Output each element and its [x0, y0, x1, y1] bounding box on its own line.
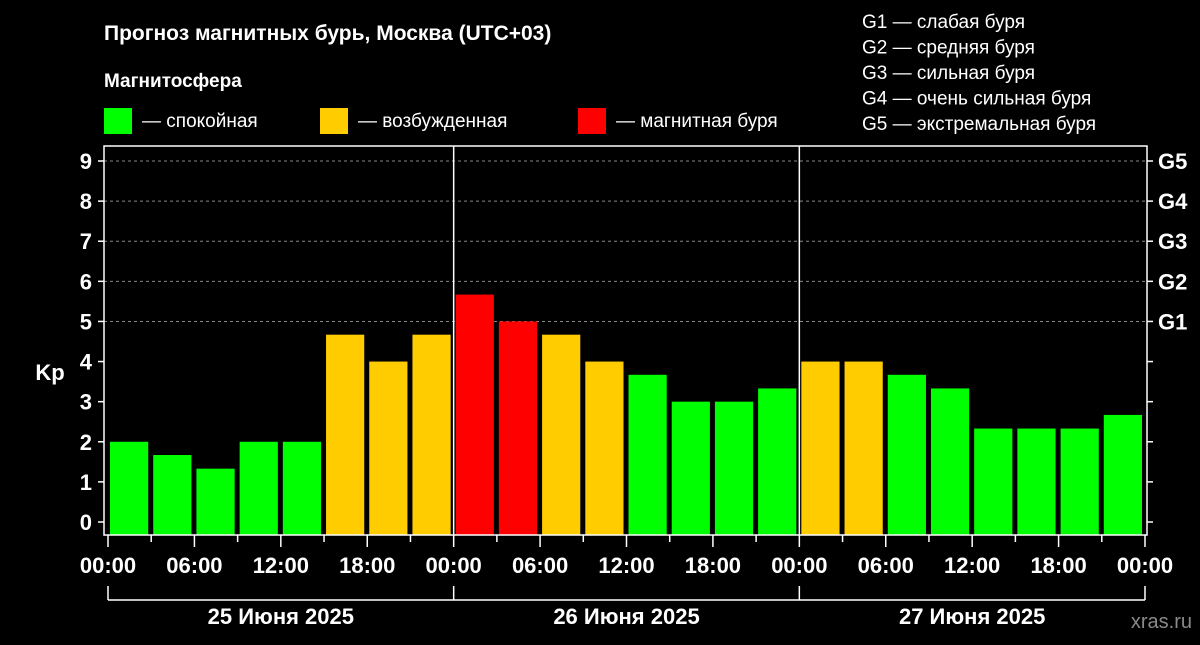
- bar: [628, 374, 667, 535]
- bar: [1017, 428, 1056, 535]
- x-tick-label: 12:00: [253, 553, 309, 578]
- grid: [104, 160, 1147, 322]
- plot-frame: [103, 145, 1148, 536]
- bar: [887, 374, 926, 535]
- bar: [758, 388, 797, 535]
- g-level-label: G5: [1158, 149, 1187, 174]
- legend-swatch: [578, 108, 606, 134]
- day-label: 26 Июня 2025: [553, 604, 699, 629]
- legend-label: — магнитная буря: [616, 111, 778, 132]
- x-tick-label: 18:00: [1030, 553, 1086, 578]
- y-tick-label: 8: [80, 189, 92, 214]
- day-label: 25 Июня 2025: [208, 604, 354, 629]
- x-tick-label: 00:00: [771, 553, 827, 578]
- chart-title: Прогноз магнитных бурь, Москва (UTC+03): [104, 22, 551, 45]
- g-scale-item: G5 — экстремальная буря: [862, 114, 1096, 135]
- y-tick-label: 7: [80, 229, 92, 254]
- bar: [930, 388, 970, 535]
- bar: [801, 361, 840, 535]
- g-scale-item: G3 — сильная буря: [862, 63, 1035, 84]
- bar: [585, 361, 624, 535]
- legend-label: — возбужденная: [358, 111, 507, 132]
- x-tick-label: 00:00: [80, 553, 136, 578]
- x-tick-label: 18:00: [339, 553, 395, 578]
- bar: [671, 401, 710, 535]
- bars: [110, 294, 1142, 535]
- bar: [412, 334, 451, 535]
- x-tick-label: 12:00: [598, 553, 654, 578]
- bar: [369, 361, 408, 535]
- bar: [110, 441, 149, 535]
- y-tick-label: 4: [80, 350, 93, 375]
- g-scale-item: G1 — слабая буря: [862, 12, 1025, 33]
- bar: [1060, 428, 1099, 535]
- x-tick-label: 00:00: [426, 553, 482, 578]
- legend: — спокойная — возбужденная — магнитная бур…: [104, 108, 778, 134]
- x-tick-label: 12:00: [944, 553, 1000, 578]
- bar: [282, 441, 322, 535]
- g-level-label: G4: [1158, 189, 1188, 214]
- x-tick-label: 06:00: [166, 553, 222, 578]
- bar: [714, 401, 754, 535]
- g-scale-item: G4 — очень сильная буря: [862, 89, 1091, 110]
- x-tick-label: 06:00: [858, 553, 914, 578]
- day-label: 27 Июня 2025: [899, 604, 1045, 629]
- y-tick-label: 5: [80, 309, 92, 334]
- g-level-label: G2: [1158, 269, 1187, 294]
- bar: [974, 428, 1013, 535]
- bar: [455, 294, 494, 535]
- watermark: xras.ru: [1131, 611, 1192, 633]
- y-tick-label: 9: [80, 149, 92, 174]
- y-tick-label: 6: [80, 269, 92, 294]
- y-tick-label: 0: [80, 510, 92, 535]
- y-tick-label: 1: [80, 470, 92, 495]
- g-scale-legend: G1 — слабая буря G2 — средняя буря G3 — си…: [862, 12, 1096, 135]
- x-tick-label: 06:00: [512, 553, 568, 578]
- bar: [326, 334, 365, 535]
- bar: [498, 321, 538, 535]
- bar: [542, 334, 581, 535]
- bar: [1103, 414, 1142, 535]
- legend-label: — спокойная: [142, 111, 258, 132]
- y-axis-label: Kp: [35, 360, 64, 385]
- x-tick-label: 00:00: [1117, 553, 1173, 578]
- g-level-label: G3: [1158, 229, 1187, 254]
- legend-swatch: [320, 108, 348, 134]
- bar: [844, 361, 883, 535]
- bar: [153, 455, 192, 535]
- y-tick-label: 3: [80, 390, 92, 415]
- legend-swatch: [104, 108, 132, 134]
- axes: 0 1 2 3 4 5 6 7 8 9 G1 G2 G3 G4 G5 00:00 06:00 12:00 18:00…: [80, 145, 1188, 629]
- g-scale-item: G2 — средняя буря: [862, 38, 1035, 59]
- bar: [239, 441, 278, 535]
- legend-title: Магнитосфера: [104, 71, 242, 92]
- x-tick-label: 18:00: [685, 553, 741, 578]
- y-tick-label: 2: [80, 430, 92, 455]
- bar: [196, 468, 235, 535]
- g-level-label: G1: [1158, 309, 1187, 334]
